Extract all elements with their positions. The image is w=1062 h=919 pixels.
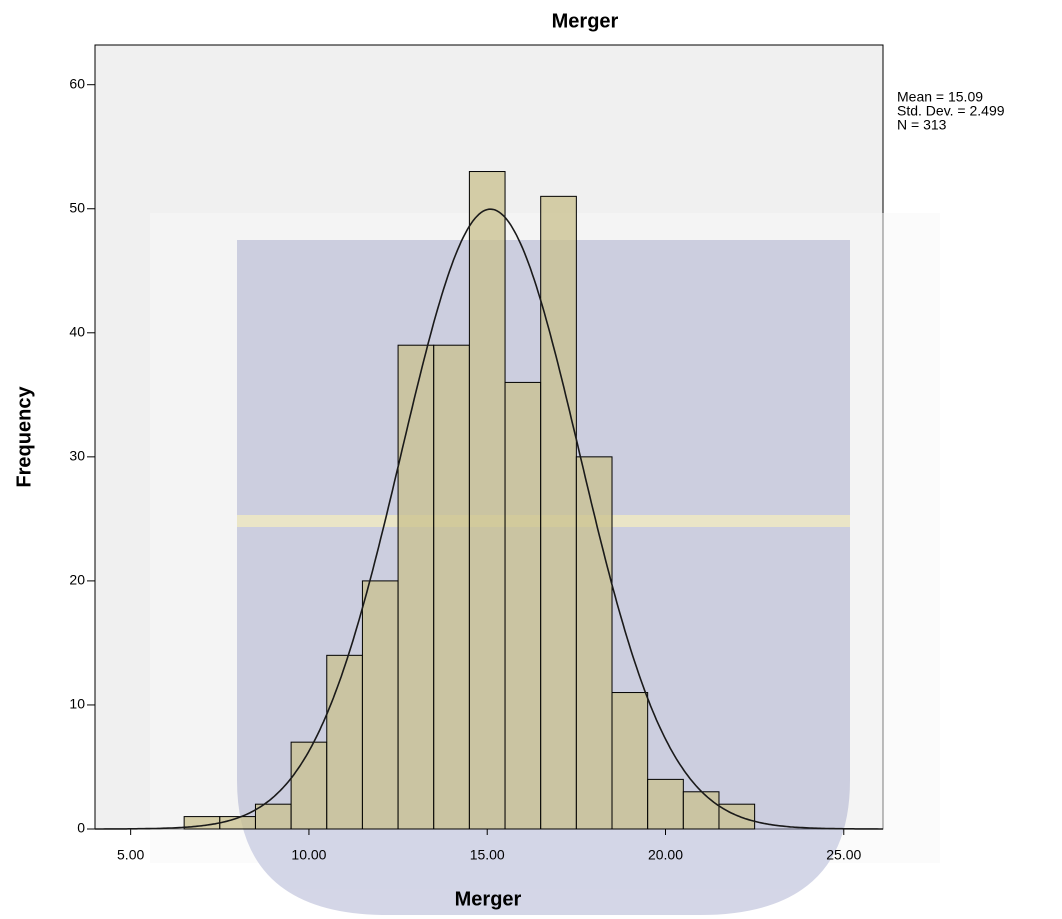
- chart-title: Merger: [552, 10, 619, 32]
- bar: [540, 195, 577, 830]
- y-tick-label: 10: [69, 696, 85, 712]
- x-tick-label: 20.00: [648, 847, 683, 863]
- bar: [718, 803, 756, 830]
- bar: [254, 803, 292, 830]
- x-tick-label: 25.00: [826, 847, 861, 863]
- bar: [468, 171, 506, 830]
- bar: [647, 778, 684, 830]
- y-tick-label: 20: [69, 572, 85, 588]
- bar: [433, 344, 470, 830]
- y-tick-label: 40: [69, 324, 85, 340]
- y-axis-title: Frequency: [13, 386, 35, 488]
- y-tick-label: 0: [77, 820, 85, 836]
- x-tick-label: 10.00: [291, 847, 326, 863]
- bar: [361, 580, 399, 830]
- bar: [504, 381, 542, 830]
- y-tick-label: 50: [69, 199, 85, 215]
- bar: [682, 791, 720, 830]
- normal-curve: [95, 208, 883, 830]
- bar: [326, 654, 363, 830]
- bar: [575, 456, 613, 830]
- y-tick-label: 60: [69, 75, 85, 91]
- stat-label: Mean = 15.09: [897, 89, 983, 105]
- stat-label: N = 313: [897, 117, 947, 133]
- x-tick-label: 15.00: [470, 847, 505, 863]
- bar: [611, 692, 649, 830]
- stat-label: Std. Dev. = 2.499: [897, 103, 1005, 119]
- bar: [397, 344, 435, 830]
- x-axis-title: Merger: [455, 888, 522, 910]
- bar: [290, 741, 328, 830]
- y-tick-label: 30: [69, 448, 85, 464]
- x-tick-label: 5.00: [117, 847, 144, 863]
